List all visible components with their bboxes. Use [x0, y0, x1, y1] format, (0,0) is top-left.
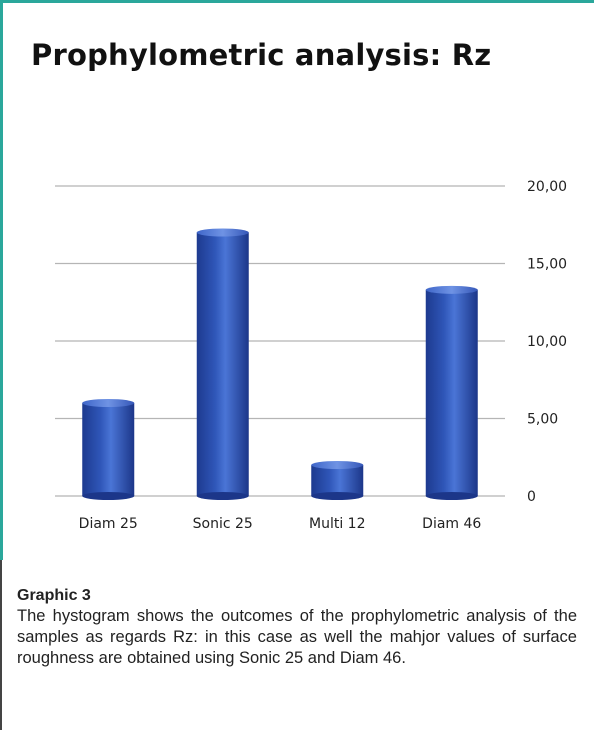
- bar-top: [311, 461, 364, 469]
- caption-heading: Graphic 3: [17, 587, 91, 604]
- y-tick-label: 15,00: [527, 257, 567, 273]
- bar-base: [196, 492, 249, 500]
- bar: [425, 285, 478, 500]
- y-tick-label: 20,00: [527, 179, 567, 195]
- x-category-label: Sonic 25: [193, 516, 253, 532]
- frame-top-border: [0, 0, 594, 3]
- caption-text: The hystogram shows the outcomes of the …: [17, 607, 577, 667]
- bar-top: [425, 285, 478, 294]
- y-tick-label: 10,00: [527, 334, 567, 350]
- bar: [311, 461, 364, 500]
- frame-left-border: [0, 0, 3, 560]
- x-category-label: Multi 12: [309, 516, 366, 532]
- bar-body: [196, 232, 249, 496]
- frame-left-border-lower: [0, 560, 2, 730]
- bar-base: [425, 492, 478, 500]
- bar-top: [196, 228, 249, 237]
- bar-chart: 0 5,00 10,00 15,00 20,00 Diam 25 Sonic 25 Multi…: [55, 179, 567, 532]
- figure-caption: Graphic 3 The hystogram shows the outcom…: [17, 586, 577, 669]
- x-category-label: Diam 25: [79, 516, 138, 532]
- bar: [196, 228, 249, 500]
- bar-body: [311, 465, 364, 496]
- x-category-label: Diam 46: [422, 516, 481, 532]
- bar-body: [82, 403, 135, 496]
- y-tick-label: 0: [527, 489, 536, 505]
- bar-body: [425, 289, 478, 496]
- y-tick-label: 5,00: [527, 412, 558, 428]
- chart-title: Prophylometric analysis: Rz: [31, 38, 492, 72]
- bar: [82, 399, 135, 500]
- bar-top: [82, 399, 135, 407]
- bar-base: [311, 492, 364, 500]
- bar-base: [82, 492, 135, 500]
